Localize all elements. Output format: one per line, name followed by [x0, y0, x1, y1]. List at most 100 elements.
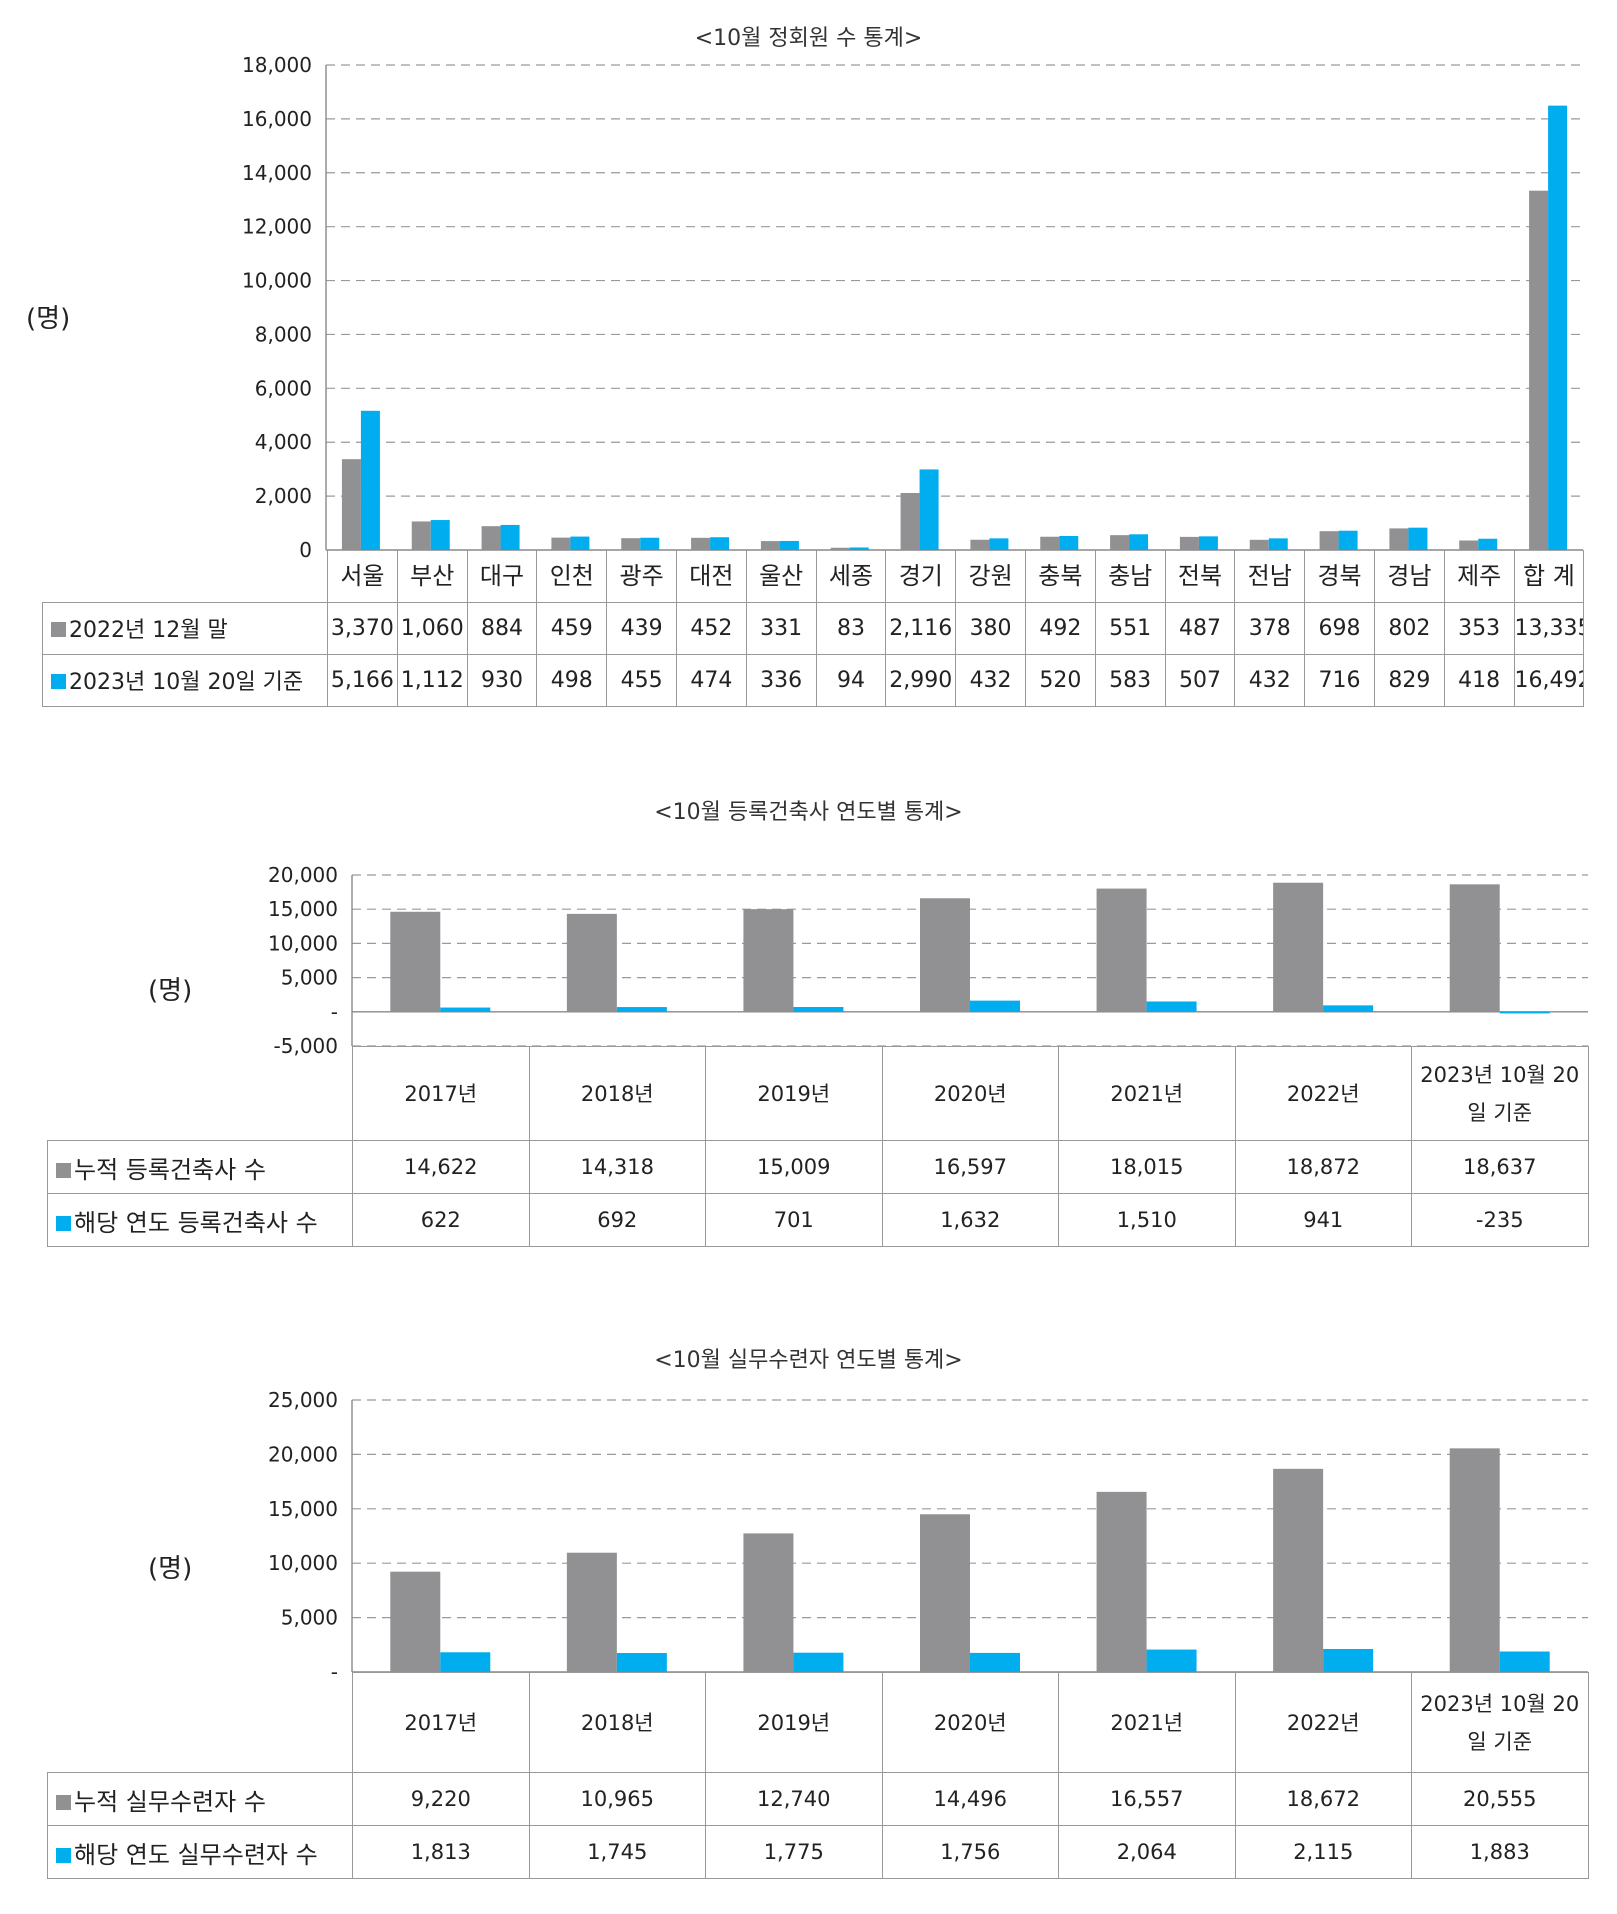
bar-series1-4 — [1096, 1491, 1147, 1672]
chart-title: <10월 실무수련자 연도별 통계> — [654, 1348, 963, 1373]
data-value: 432 — [955, 653, 1026, 707]
legend-swatch — [51, 674, 66, 689]
bar-series2-2 — [793, 1007, 844, 1012]
y-unit-label: (명) — [148, 1554, 193, 1584]
bar-series1-11 — [1110, 535, 1130, 550]
data-value: 583 — [1094, 653, 1166, 707]
category-label: 울산 — [745, 550, 817, 603]
legend-swatch — [56, 1847, 71, 1863]
category-label: 충북 — [1024, 550, 1096, 603]
bar-series1-5 — [691, 537, 711, 550]
bar-series1-2 — [743, 1533, 794, 1672]
bar-series2-2 — [500, 524, 520, 550]
category-label: 전북 — [1164, 550, 1236, 603]
data-value: 18,637 — [1411, 1140, 1589, 1194]
data-value: 378 — [1234, 601, 1306, 655]
bar-series2-17 — [1548, 105, 1568, 550]
legend-label: 누적 등록건축사 수 — [74, 1155, 266, 1184]
category-label: 충남 — [1094, 550, 1166, 603]
bar-series2-5 — [710, 537, 730, 550]
legend-entry-series1: 누적 등록건축사 수 — [47, 1140, 353, 1194]
bar-series2-16 — [1478, 538, 1498, 550]
category-label: 강원 — [955, 550, 1026, 603]
bar-series1-1 — [566, 1552, 617, 1672]
data-value: 2,115 — [1234, 1825, 1412, 1879]
bar-series1-6 — [760, 541, 780, 550]
category-label: 대전 — [675, 550, 747, 603]
bar-series2-3 — [970, 1652, 1020, 1672]
y-tick-label: 10,000 — [242, 269, 312, 293]
data-value: 2,064 — [1058, 1825, 1236, 1879]
y-tick-label: 5,000 — [281, 966, 338, 990]
bar-series1-3 — [920, 898, 970, 1012]
legend-label: 해당 연도 등록건축사 수 — [74, 1208, 318, 1237]
bar-series2-9 — [989, 538, 1009, 550]
bar-series2-5 — [1323, 1005, 1374, 1012]
data-value: 941 — [1234, 1193, 1412, 1247]
bar-series1-9 — [970, 539, 990, 550]
data-value: 498 — [536, 653, 608, 707]
data-value: 698 — [1304, 601, 1375, 655]
architect-chart: <10월 등록건축사 연도별 통계> (명) -5,000-5,000 10,00… — [0, 780, 1617, 1280]
legend-swatch — [56, 1162, 71, 1178]
bar-series1-16 — [1459, 540, 1479, 550]
category-label: 합 계 — [1513, 550, 1585, 603]
data-value: 701 — [705, 1193, 883, 1247]
data-value: 14,496 — [881, 1772, 1059, 1826]
category-label: 2022년 — [1234, 1046, 1412, 1141]
category-label: 세종 — [815, 550, 887, 603]
data-value: 14,318 — [528, 1140, 706, 1194]
category-label: 2019년 — [705, 1046, 883, 1141]
category-label: 2021년 — [1058, 1672, 1236, 1773]
category-label: 전남 — [1234, 550, 1306, 603]
bar-series1-6 — [1449, 884, 1500, 1012]
y-tick-label: 10,000 — [268, 1551, 338, 1575]
bar-series2-1 — [616, 1007, 667, 1012]
data-value: 2,116 — [885, 601, 957, 655]
bar-series2-13 — [1268, 538, 1288, 550]
trainee-chart: <10월 실무수련자 연도별 통계> (명) - 5,000 10,000 15,00… — [0, 1330, 1617, 1914]
data-value: 3,370 — [327, 601, 398, 655]
bar-series1-0 — [341, 459, 361, 550]
bar-series1-4 — [1096, 888, 1147, 1012]
bar-series1-4 — [621, 538, 641, 550]
y-unit-label: (명) — [26, 304, 71, 334]
category-label: 2020년 — [881, 1046, 1059, 1141]
data-value: 492 — [1024, 601, 1096, 655]
data-value: 1,060 — [396, 601, 468, 655]
data-value: 1,813 — [352, 1825, 530, 1879]
data-value: 1,510 — [1058, 1193, 1236, 1247]
bar-series2-11 — [1129, 534, 1149, 550]
y-tick-label: 15,000 — [268, 897, 338, 921]
data-value: 14,622 — [352, 1140, 530, 1194]
legend-label: 2023년 10월 20일 기준 — [69, 670, 304, 695]
legend-label: 해당 연도 실무수련자 수 — [74, 1840, 318, 1869]
category-label: 2021년 — [1058, 1046, 1236, 1141]
bar-series2-7 — [849, 547, 869, 550]
architect-data-table: 2017년 2018년 2019년 2020년 2021년 2022년 2023년 10월 … — [47, 1046, 1589, 1247]
bar-series2-6 — [1499, 1011, 1550, 1014]
data-value: -235 — [1411, 1193, 1589, 1247]
data-value: 1,745 — [528, 1825, 706, 1879]
data-value: 20,555 — [1411, 1772, 1589, 1826]
category-label: 인천 — [536, 550, 608, 603]
legend-entry-series2: 해당 연도 실무수련자 수 — [47, 1825, 353, 1879]
y-tick-label: 2,000 — [255, 484, 312, 508]
data-value: 455 — [606, 653, 677, 707]
bar-series2-0 — [360, 410, 380, 550]
chart-title: <10월 등록건축사 연도별 통계> — [654, 800, 963, 825]
data-value: 459 — [536, 601, 608, 655]
data-value: 12,740 — [705, 1772, 883, 1826]
legend-entry-series1: 누적 실무수련자 수 — [47, 1772, 353, 1826]
y-tick-label: 5,000 — [281, 1606, 338, 1630]
y-tick-label: 15,000 — [268, 1497, 338, 1521]
data-value: 452 — [675, 601, 747, 655]
bar-series2-0 — [440, 1007, 491, 1012]
category-label: 2018년 — [528, 1046, 706, 1141]
category-label: 2023년 10월 20일 기준 — [1411, 1046, 1589, 1141]
y-tick-label: 10,000 — [268, 931, 338, 955]
data-value: 1,775 — [705, 1825, 883, 1879]
data-value: 829 — [1373, 653, 1445, 707]
y-tick-label: - — [331, 1660, 338, 1684]
